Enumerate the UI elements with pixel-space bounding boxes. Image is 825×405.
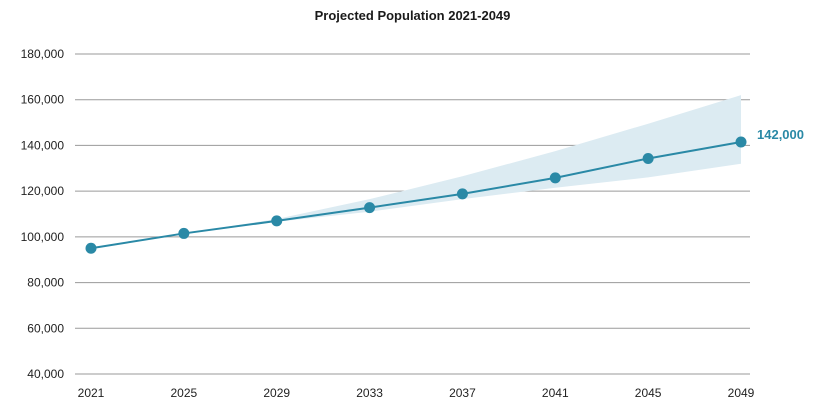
y-axis-tick-labels: 180,000 160,000 140,000 120,000 100,000 80,00… [21, 47, 65, 381]
x-tick-label: 2045 [635, 386, 662, 400]
y-tick-label: 80,000 [27, 276, 64, 290]
data-point [642, 152, 654, 164]
x-tick-label: 2049 [728, 386, 755, 400]
data-point [456, 188, 468, 200]
end-value-label-layer: 142,000 [757, 127, 804, 142]
y-tick-label: 40,000 [27, 367, 64, 381]
data-points [85, 136, 747, 254]
chart-title: Projected Population 2021-2049 [314, 8, 511, 23]
series-line [90, 141, 742, 250]
x-tick-label: 2041 [542, 386, 569, 400]
series-line-layer [90, 141, 742, 250]
x-axis-tick-labels: 2021 2025 2029 2033 2037 2041 2045 2049 [78, 386, 755, 400]
y-tick-label: 100,000 [21, 230, 65, 244]
data-point [735, 136, 747, 148]
data-point [85, 242, 97, 254]
x-tick-label: 2021 [78, 386, 105, 400]
x-tick-label: 2029 [263, 386, 290, 400]
data-point [178, 227, 190, 239]
end-value-label: 142,000 [757, 127, 804, 142]
projection-band-layer [91, 95, 741, 249]
y-tick-label: 120,000 [21, 184, 65, 198]
projection-range-band [91, 95, 741, 249]
x-tick-label: 2037 [449, 386, 476, 400]
x-tick-label: 2033 [356, 386, 383, 400]
data-point [271, 215, 283, 227]
y-tick-label: 140,000 [21, 138, 65, 152]
y-tick-label: 180,000 [21, 47, 65, 61]
gridlines [75, 53, 750, 375]
data-point [364, 202, 376, 214]
x-tick-label: 2025 [171, 386, 198, 400]
data-point [549, 172, 561, 184]
y-tick-label: 160,000 [21, 93, 65, 107]
y-tick-label: 60,000 [27, 321, 64, 335]
